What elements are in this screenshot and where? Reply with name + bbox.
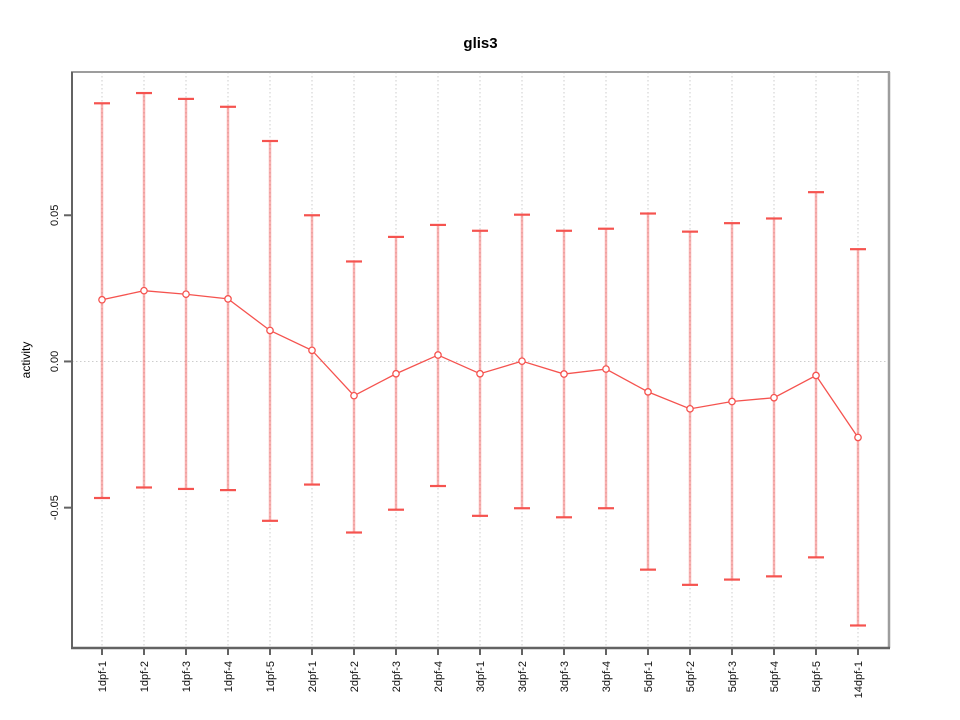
x-tick-label: 5dpf-2: [685, 661, 697, 692]
data-point-marker: [350, 391, 358, 400]
data-point-marker: [560, 370, 568, 378]
data-point-marker: [98, 295, 106, 304]
data-point-marker: [854, 433, 862, 442]
data-point-marker: [182, 290, 190, 299]
x-tick-label: 1dpf-5: [265, 661, 277, 692]
x-tick-label: 5dpf-1: [643, 661, 655, 692]
x-tick-label: 5dpf-5: [811, 661, 823, 692]
x-tick-label: 1dpf-4: [223, 661, 235, 692]
x-tick-label: 3dpf-3: [559, 661, 571, 692]
data-point-marker: [728, 397, 736, 406]
x-tick-label: 2dpf-1: [307, 661, 319, 692]
data-point-marker: [686, 404, 694, 413]
data-point-marker: [644, 388, 652, 396]
data-point-marker: [392, 369, 400, 378]
data-point-marker: [812, 371, 820, 380]
x-tick-label: 1dpf-3: [181, 661, 193, 692]
data-point-marker: [266, 326, 274, 335]
x-tick-label: 14dpf-1: [853, 661, 865, 698]
data-point-marker: [602, 365, 610, 373]
x-tick-label: 5dpf-4: [769, 661, 781, 692]
y-tick-label: 0.05: [49, 205, 61, 226]
x-tick-label: 2dpf-4: [433, 661, 445, 692]
data-point-marker: [476, 369, 484, 378]
y-tick-label: 0.00: [49, 351, 61, 372]
data-point-marker: [518, 357, 526, 366]
data-point-marker: [770, 393, 778, 402]
x-tick-label: 3dpf-2: [517, 661, 529, 692]
data-point-marker: [434, 351, 442, 359]
x-tick-label: 3dpf-4: [601, 661, 613, 692]
x-tick-label: 3dpf-1: [475, 661, 487, 692]
data-point-marker: [224, 295, 232, 303]
data-point-marker: [308, 346, 316, 355]
x-tick-label: 1dpf-1: [97, 661, 109, 692]
y-tick-label: -0.05: [49, 495, 61, 520]
x-tick-label: 5dpf-3: [727, 661, 739, 692]
x-tick-label: 1dpf-2: [139, 661, 151, 692]
x-tick-label: 2dpf-2: [349, 661, 361, 692]
data-point-marker: [140, 286, 148, 295]
x-tick-label: 2dpf-3: [391, 661, 403, 692]
chart-title: glis3: [463, 35, 498, 52]
